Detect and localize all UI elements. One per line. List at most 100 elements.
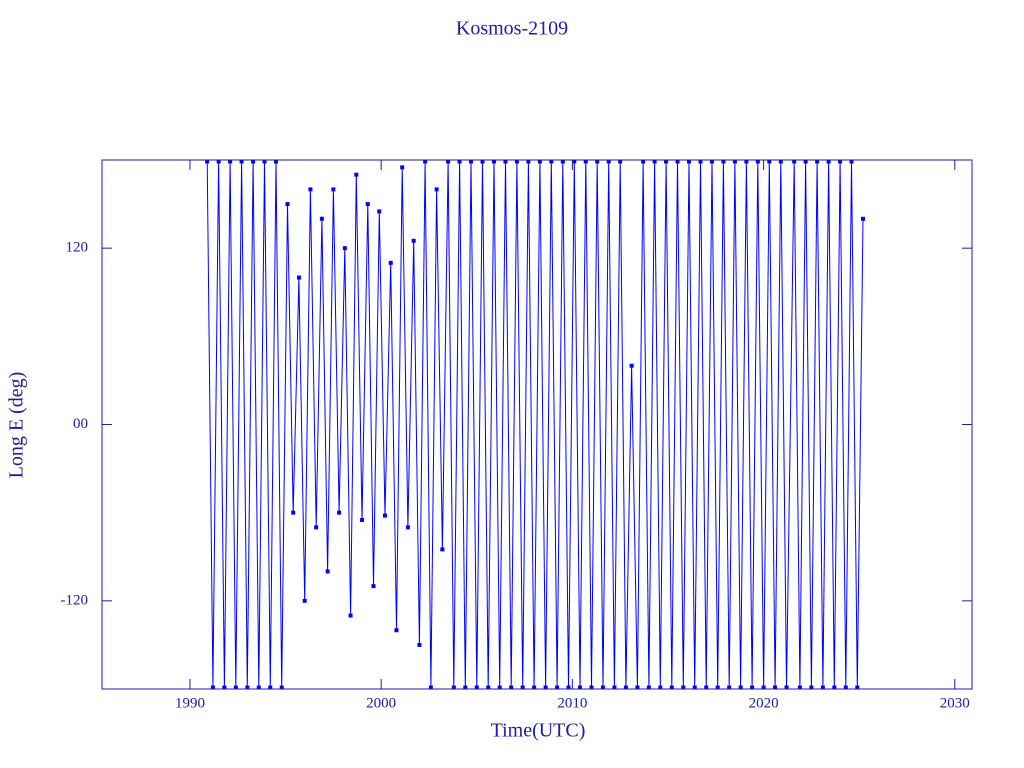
y-tick-label: 00 — [73, 416, 88, 432]
point — [681, 685, 686, 690]
point — [365, 202, 370, 207]
x-axis-label: Time(UTC) — [491, 720, 586, 742]
point — [549, 159, 554, 164]
point — [388, 260, 393, 265]
point — [861, 216, 866, 221]
point — [797, 685, 802, 690]
point — [572, 159, 577, 164]
point — [509, 685, 514, 690]
point — [457, 159, 462, 164]
point — [405, 525, 410, 530]
point — [503, 159, 508, 164]
point — [486, 685, 491, 690]
point — [820, 685, 825, 690]
point — [222, 685, 227, 690]
point — [704, 685, 709, 690]
point — [325, 569, 330, 574]
point — [855, 685, 860, 690]
point — [451, 685, 456, 690]
point — [210, 685, 215, 690]
point — [595, 159, 600, 164]
point — [262, 159, 267, 164]
point — [635, 685, 640, 690]
point — [256, 685, 261, 690]
plot-area — [205, 159, 866, 690]
point — [337, 510, 342, 515]
point — [664, 159, 669, 164]
x-tick-label: 2000 — [366, 695, 396, 711]
point — [832, 685, 837, 690]
point — [732, 159, 737, 164]
point — [826, 159, 831, 164]
point — [497, 685, 502, 690]
y-tick-label: 120 — [66, 240, 89, 256]
y-axis-label: Long E (deg) — [6, 372, 28, 479]
point — [268, 685, 273, 690]
point — [354, 172, 359, 177]
point — [417, 642, 422, 647]
point — [727, 685, 732, 690]
point — [463, 685, 468, 690]
point — [838, 159, 843, 164]
x-tick-label: 1990 — [175, 695, 205, 711]
point — [809, 685, 814, 690]
point — [279, 685, 284, 690]
point — [314, 525, 319, 530]
point — [348, 613, 353, 618]
point — [491, 159, 496, 164]
point — [652, 159, 657, 164]
point — [400, 165, 405, 170]
point — [589, 685, 594, 690]
x-tick-label: 2020 — [749, 695, 779, 711]
x-tick-label: 2030 — [940, 695, 970, 711]
y-tick-label: -120 — [61, 592, 89, 608]
point — [618, 159, 623, 164]
point — [555, 685, 560, 690]
point — [583, 159, 588, 164]
point — [750, 685, 755, 690]
point — [308, 187, 313, 192]
point — [755, 159, 760, 164]
point — [394, 628, 399, 633]
point — [721, 159, 726, 164]
point — [773, 685, 778, 690]
point — [767, 159, 772, 164]
point — [434, 187, 439, 192]
chart-title: Kosmos-2109 — [456, 18, 568, 40]
point — [669, 685, 674, 690]
point — [342, 246, 347, 251]
point — [623, 685, 628, 690]
point — [480, 159, 485, 164]
point — [641, 159, 646, 164]
point — [428, 685, 433, 690]
point — [658, 685, 663, 690]
point — [675, 159, 680, 164]
point — [285, 202, 290, 207]
point — [784, 685, 789, 690]
point — [532, 685, 537, 690]
point — [646, 685, 651, 690]
point — [205, 159, 210, 164]
point — [360, 518, 365, 523]
point — [778, 159, 783, 164]
point — [560, 159, 565, 164]
point — [709, 159, 714, 164]
point — [216, 159, 221, 164]
series-line — [206, 161, 864, 688]
point — [629, 363, 634, 368]
point — [738, 685, 743, 690]
point — [578, 685, 583, 690]
point — [245, 685, 250, 690]
point — [543, 685, 548, 690]
point — [843, 685, 848, 690]
point — [274, 159, 278, 164]
point — [423, 159, 428, 164]
point — [526, 159, 531, 164]
point — [792, 159, 797, 164]
point — [228, 159, 233, 164]
point — [698, 159, 703, 164]
point — [469, 159, 474, 164]
point — [319, 216, 324, 221]
point — [474, 685, 479, 690]
